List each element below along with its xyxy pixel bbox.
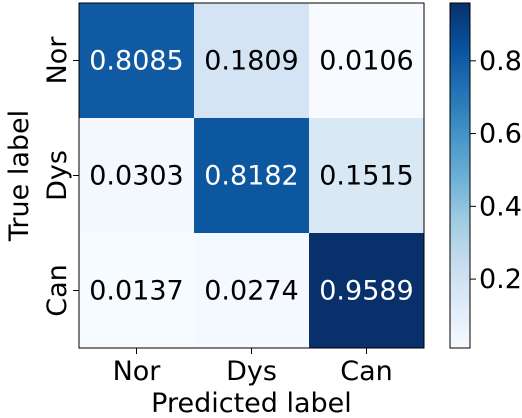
y-axis-ticks: Nor Dys Can bbox=[42, 36, 79, 317]
colorbar-tick-label: 0.2 bbox=[479, 264, 522, 295]
colorbar bbox=[449, 2, 471, 349]
heatmap-cell bbox=[194, 118, 310, 234]
cell-value-label: 0.9589 bbox=[319, 276, 413, 307]
x-tick-label: Nor bbox=[113, 356, 162, 387]
y-tick-label: Dys bbox=[42, 150, 73, 201]
cell-value-label: 0.1809 bbox=[204, 46, 298, 77]
heatmap-cell bbox=[309, 118, 425, 234]
x-tick-label: Dys bbox=[226, 356, 277, 387]
cell-value-label: 0.8182 bbox=[204, 161, 298, 192]
heatmap-cell bbox=[194, 3, 310, 119]
heatmap-cell bbox=[79, 233, 195, 349]
cell-value-label: 0.0303 bbox=[89, 161, 183, 192]
heatmap-cell bbox=[79, 3, 195, 119]
colorbar-ticks: 0.2 0.4 0.6 0.8 bbox=[470, 46, 522, 295]
cell-value-label: 0.0274 bbox=[204, 276, 298, 307]
colorbar-tick-label: 0.4 bbox=[479, 191, 522, 222]
y-axis-label: True label bbox=[4, 110, 35, 242]
cell-value-label: 0.0137 bbox=[89, 276, 183, 307]
x-axis-label: Predicted label bbox=[151, 388, 352, 418]
cell-value-label: 0.0106 bbox=[319, 46, 413, 77]
x-axis-ticks: Nor Dys Can bbox=[113, 348, 393, 387]
heatmap-cells: 0.8085 0.1809 0.0106 0.0303 0.8182 0.1515 0.01… bbox=[79, 3, 425, 349]
cell-value-label: 0.1515 bbox=[319, 161, 413, 192]
colorbar-tick-label: 0.8 bbox=[479, 46, 522, 77]
colorbar-tick-label: 0.6 bbox=[479, 119, 522, 150]
y-tick-label: Can bbox=[42, 264, 73, 317]
y-tick-label: Nor bbox=[42, 36, 73, 85]
heatmap-cell bbox=[309, 3, 425, 119]
heatmap-cell bbox=[79, 118, 195, 234]
x-tick-label: Can bbox=[340, 356, 393, 387]
heatmap-cell bbox=[309, 233, 425, 349]
cell-value-label: 0.8085 bbox=[89, 46, 183, 77]
heatmap-cell bbox=[194, 233, 310, 349]
